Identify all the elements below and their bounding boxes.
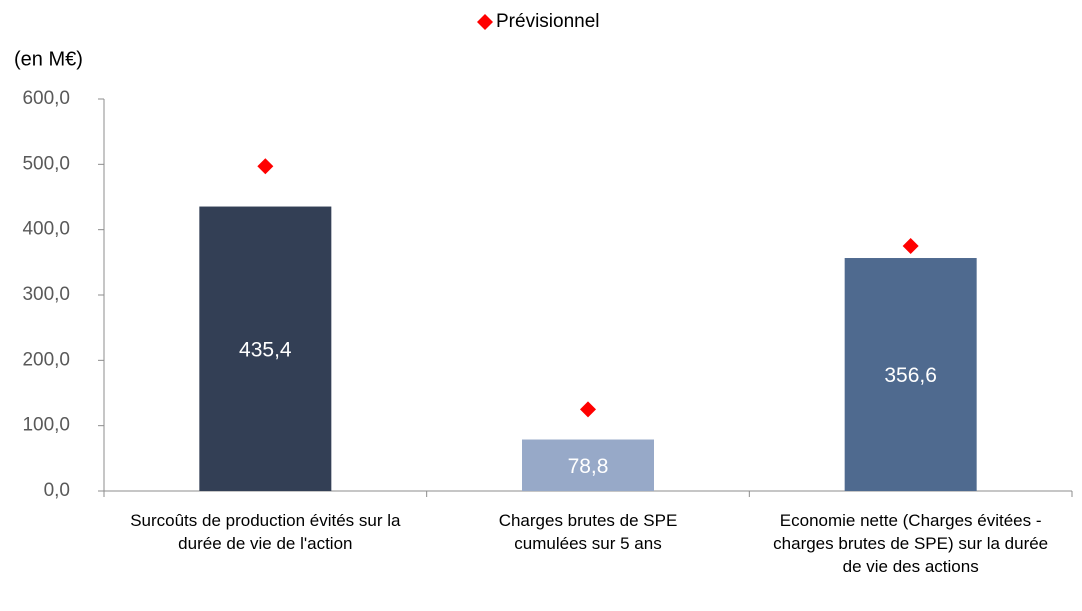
bar (522, 439, 654, 491)
y-tick-label: 200,0 (22, 349, 70, 370)
y-tick-label: 500,0 (22, 153, 70, 174)
y-tick-label: 100,0 (22, 415, 70, 436)
data-label: 356,6 (884, 364, 937, 387)
x-tick-label: Charges brutes de SPE cumulées sur 5 ans (498, 511, 678, 553)
marker (257, 158, 274, 175)
y-axis-label: (en M€) (14, 48, 83, 70)
marker (902, 238, 919, 254)
y-tick-label: 300,0 (22, 284, 70, 305)
y-tick-label: 400,0 (22, 219, 70, 240)
bar (844, 258, 977, 491)
data-label: 435,4 (239, 338, 292, 361)
y-tick-label: 0,0 (44, 480, 70, 501)
x-tick-label: Surcoûts de production évités sur la dur… (130, 511, 401, 553)
marker (580, 401, 596, 418)
legend-marker (477, 14, 493, 30)
x-tick-label: Economie nette (Charges évitées - charge… (773, 511, 1049, 576)
y-tick-label: 600,0 (22, 88, 70, 109)
bar (199, 206, 332, 491)
legend-label: Prévisionnel (496, 11, 600, 32)
data-label: 78,8 (568, 455, 609, 478)
